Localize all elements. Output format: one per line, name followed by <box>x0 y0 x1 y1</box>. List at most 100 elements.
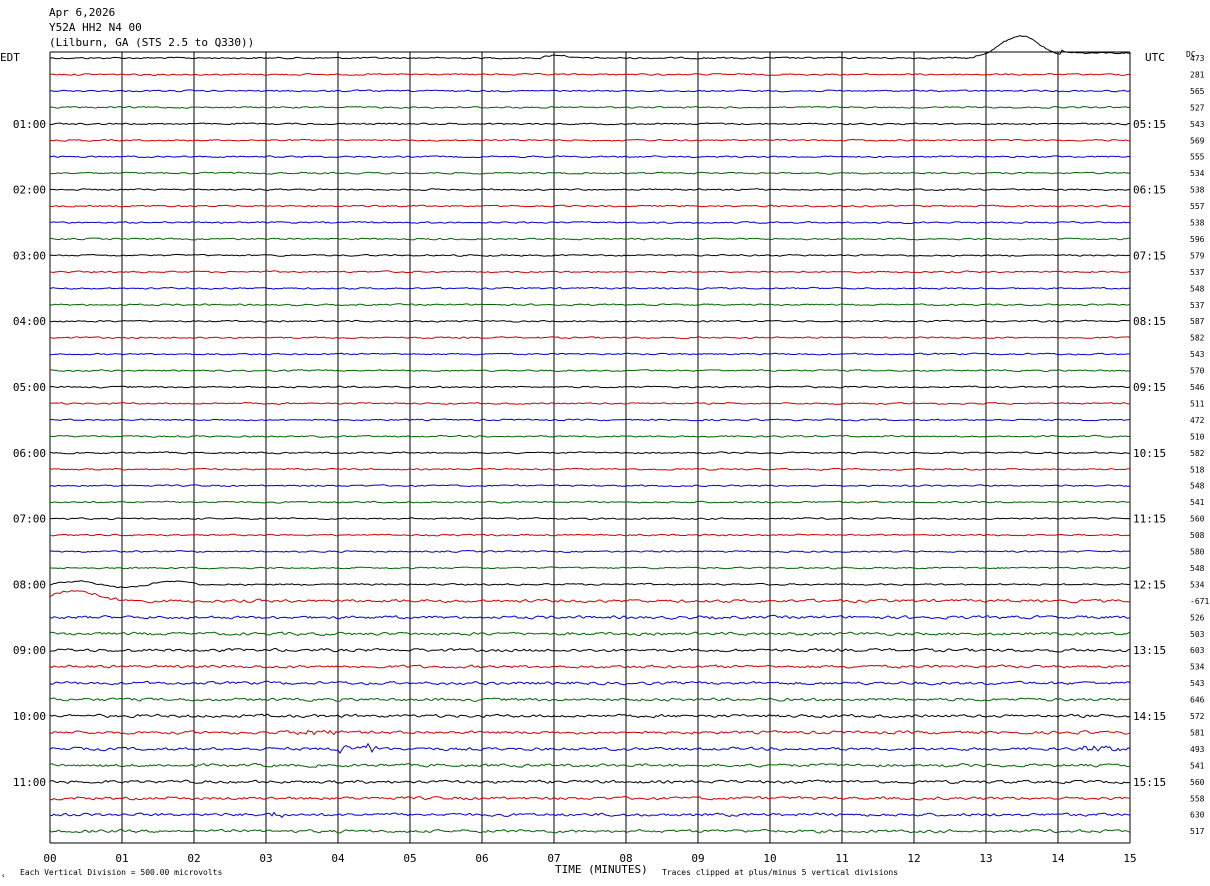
right-hour-label: 07:15 <box>1133 249 1166 262</box>
x-tick-label: 03 <box>259 852 272 865</box>
left-hour-label: 09:00 <box>13 644 46 657</box>
header-station: Y52A HH2 N4 00 <box>49 21 142 34</box>
x-tick-label: 13 <box>979 852 992 865</box>
dc-offset-label: 511 <box>1190 399 1205 408</box>
trace-line <box>49 401 1131 405</box>
division-note: Each Vertical Division = 500.00 microvol… <box>20 868 222 877</box>
trace-line <box>49 549 1131 554</box>
dc-offset-label: 560 <box>1190 778 1205 787</box>
left-hour-label: 01:00 <box>13 118 46 131</box>
trace-line <box>49 779 1131 785</box>
trace-line <box>49 286 1131 290</box>
trace-line <box>49 385 1131 389</box>
left-hour-label: 03:00 <box>13 249 46 262</box>
x-tick-label: 06 <box>475 852 488 865</box>
trace-line <box>49 500 1130 504</box>
trace-line <box>49 697 1131 702</box>
trace-line <box>49 713 1131 719</box>
corner-mark: ‹ <box>1 871 6 880</box>
left-hour-label: 07:00 <box>13 513 46 526</box>
dc-offset-label: 281 <box>1190 70 1205 79</box>
dc-offset-label: 537 <box>1190 268 1205 277</box>
left-hour-label: 05:00 <box>13 381 46 394</box>
x-tick-label: 07 <box>547 852 560 865</box>
right-hour-label: 14:15 <box>1133 710 1166 723</box>
dc-offset-label: 541 <box>1190 761 1205 770</box>
trace-line <box>49 811 1131 819</box>
trace-line <box>49 614 1131 620</box>
right-hour-label: 09:15 <box>1133 381 1166 394</box>
dc-offset-label: 546 <box>1190 383 1205 392</box>
axis-labels: 00 01 02 03 04 05 06 07 08 09 10 11 12 13 14 15 01:00 02:… <box>13 54 1210 865</box>
trace-line <box>49 319 1131 323</box>
dc-offset-label: 630 <box>1190 811 1205 820</box>
trace-line <box>49 566 1131 570</box>
dc-offset-label: 565 <box>1190 87 1205 96</box>
trace-line <box>49 762 1131 768</box>
dc-offset-label: 543 <box>1190 120 1205 129</box>
dc-offset-label: 526 <box>1190 613 1205 622</box>
dc-offset-label: 548 <box>1190 482 1205 491</box>
header-date: Apr 6,2026 <box>49 6 115 19</box>
trace-line <box>49 122 1131 126</box>
x-tick-label: 15 <box>1123 852 1136 865</box>
dc-offset-label: 534 <box>1190 663 1205 672</box>
trace-line <box>49 434 1131 438</box>
right-hour-label: 05:15 <box>1133 118 1166 131</box>
dc-offset-label: 570 <box>1190 367 1205 376</box>
right-hour-label: 15:15 <box>1133 776 1166 789</box>
clipping-note: Traces clipped at plus/minus 5 vertical … <box>662 868 898 877</box>
x-tick-label: 08 <box>619 852 632 865</box>
left-hour-label: 11:00 <box>13 776 46 789</box>
trace-line <box>49 680 1131 686</box>
trace-line <box>49 89 1131 93</box>
dc-offset-label: 473 <box>1190 54 1205 63</box>
dc-offset-label: 510 <box>1190 432 1205 441</box>
trace-line <box>49 237 1131 241</box>
trace-line <box>50 138 1131 142</box>
trace-line <box>49 188 1131 192</box>
trace-line <box>49 253 1131 257</box>
right-hour-label: 13:15 <box>1133 644 1166 657</box>
dc-offset-label: 579 <box>1190 251 1205 260</box>
trace-line <box>49 664 1131 669</box>
trace-line <box>49 467 1131 471</box>
dc-offset-label: 493 <box>1190 745 1205 754</box>
dc-offset-label: 508 <box>1190 531 1205 540</box>
trace-line <box>49 729 1131 736</box>
dc-offset-label: 548 <box>1190 564 1205 573</box>
right-hour-label: 10:15 <box>1133 447 1166 460</box>
trace-line <box>49 795 1131 801</box>
x-tick-label: 12 <box>907 852 920 865</box>
dc-offset-label: 534 <box>1190 580 1205 589</box>
right-timezone-label: UTC <box>1145 51 1165 64</box>
trace-line <box>49 533 1131 537</box>
x-tick-label: 09 <box>691 852 704 865</box>
trace-line <box>49 589 1131 604</box>
dc-offset-label: 581 <box>1190 728 1205 737</box>
trace-line <box>49 647 1131 653</box>
dc-offset-label: 472 <box>1190 416 1205 425</box>
x-tick-label: 05 <box>403 852 416 865</box>
dc-offset-label: 503 <box>1190 630 1205 639</box>
right-hour-label: 06:15 <box>1133 184 1166 197</box>
trace-line <box>50 220 1131 225</box>
dc-offset-label: 582 <box>1190 334 1205 343</box>
left-hour-label: 06:00 <box>13 447 46 460</box>
dc-offset-label: 538 <box>1190 186 1205 195</box>
dc-offset-label: 517 <box>1190 827 1205 836</box>
grid-lines <box>49 51 1131 844</box>
trace-line <box>49 352 1131 356</box>
trace-line <box>49 336 1131 340</box>
right-hour-label: 12:15 <box>1133 578 1166 591</box>
right-hour-label: 11:15 <box>1133 513 1166 526</box>
dc-offset-label: 569 <box>1190 136 1205 145</box>
dc-offset-label: 572 <box>1190 712 1205 721</box>
left-hour-label: 02:00 <box>13 184 46 197</box>
trace-line <box>49 270 1131 274</box>
trace-line <box>49 105 1131 109</box>
left-hour-label: 04:00 <box>13 315 46 328</box>
x-tick-label: 10 <box>763 852 776 865</box>
right-hour-label: 08:15 <box>1133 315 1166 328</box>
dc-offset-label: 537 <box>1190 301 1205 310</box>
